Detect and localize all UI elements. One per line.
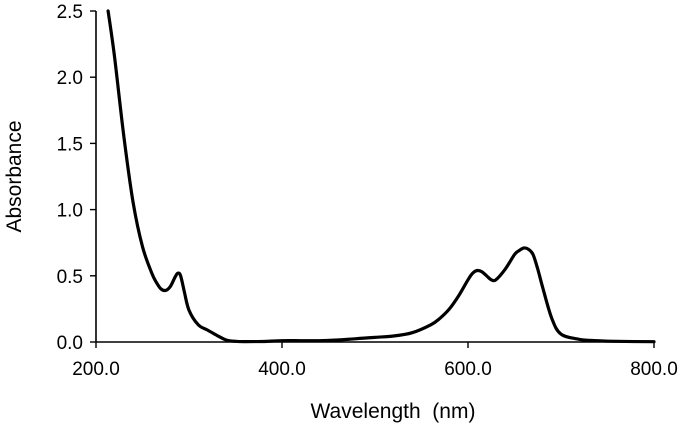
x-tick-label: 600.0 bbox=[444, 359, 492, 380]
y-tick-label: 1.0 bbox=[57, 201, 83, 222]
x-axis-ticks: 200.0 400.0 600.0 800.0 bbox=[72, 342, 678, 380]
x-tick-label: 800.0 bbox=[630, 359, 678, 380]
y-tick-label: 1.5 bbox=[57, 134, 83, 155]
y-tick-label: 2.5 bbox=[57, 2, 83, 23]
y-axis-title: Absorbance bbox=[3, 120, 26, 232]
x-tick-label: 400.0 bbox=[258, 359, 306, 380]
x-axis-title: Wavelength (nm) bbox=[311, 400, 476, 423]
x-tick-label: 200.0 bbox=[72, 359, 120, 380]
y-tick-label: 0.5 bbox=[57, 267, 83, 288]
y-axis-ticks: 0.0 0.5 1.0 1.5 2.0 2.5 bbox=[57, 2, 96, 354]
absorbance-series-line bbox=[106, 9, 656, 344]
y-tick-label: 2.0 bbox=[57, 68, 83, 89]
y-tick-label: 0.0 bbox=[57, 333, 83, 354]
